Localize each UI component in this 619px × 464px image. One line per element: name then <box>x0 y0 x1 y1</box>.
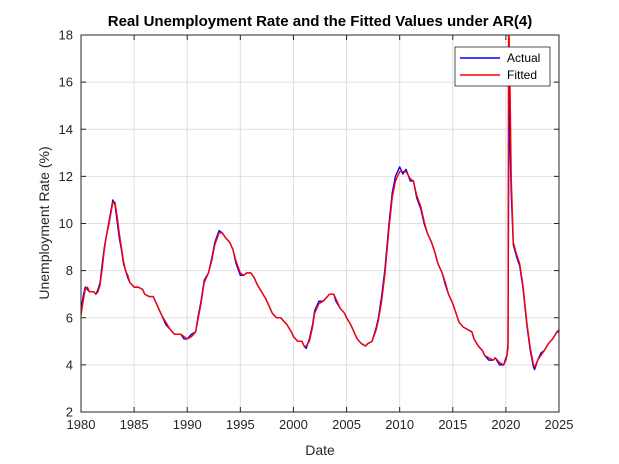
x-tick-label: 2020 <box>491 417 520 432</box>
x-tick-label: 1990 <box>173 417 202 432</box>
x-tick-label: 2005 <box>332 417 361 432</box>
y-tick-label: 4 <box>66 357 73 372</box>
y-tick-label: 16 <box>59 75 73 90</box>
x-tick-label: 2025 <box>545 417 574 432</box>
y-tick-label: 14 <box>59 122 73 137</box>
y-tick-label: 6 <box>66 310 73 325</box>
series-layer <box>81 35 559 371</box>
axes <box>80 34 560 413</box>
x-tick-label: 1985 <box>120 417 149 432</box>
x-tick-label: 1995 <box>226 417 255 432</box>
y-tick-label: 2 <box>66 405 73 420</box>
chart-title: Real Unemployment Rate and the Fitted Va… <box>108 13 533 30</box>
x-tick-label: 1980 <box>67 417 96 432</box>
y-tick-label: 12 <box>59 169 73 184</box>
y-tick-label: 8 <box>66 263 73 278</box>
tick-labels: 1980 1985 1990 1995 2000 2005 2010 2015 2020 2025… <box>59 28 574 433</box>
x-tick-label: 2000 <box>279 417 308 432</box>
axes-box <box>80 34 560 413</box>
legend-box <box>454 46 551 87</box>
y-tick-label: 18 <box>59 28 73 43</box>
x-tick-label: 2010 <box>385 417 414 432</box>
x-tick-label: 2015 <box>438 417 467 432</box>
legend-label-actual: Actual <box>507 51 540 65</box>
legend: Actual Fitted <box>454 46 551 87</box>
legend-label-fitted: Fitted <box>507 68 537 82</box>
y-tick-label: 10 <box>59 216 73 231</box>
series-line-fitted <box>81 35 559 368</box>
x-axis-title: Date <box>305 442 335 458</box>
y-axis-title: Unemployment Rate (%) <box>36 146 52 299</box>
